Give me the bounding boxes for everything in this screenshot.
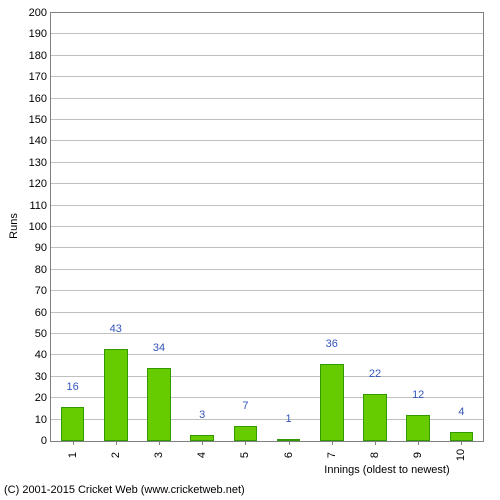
- gridline: [51, 247, 483, 248]
- bar-value-label: 43: [110, 323, 122, 335]
- chart-container: 0102030405060708090100110120130140150160…: [0, 0, 500, 500]
- x-tick-label: 2: [110, 452, 122, 458]
- y-tick-label: 90: [35, 242, 47, 254]
- y-tick-label: 170: [29, 71, 47, 83]
- gridline: [51, 205, 483, 206]
- bar-value-label: 7: [242, 400, 248, 412]
- bar: [61, 407, 85, 441]
- bar-value-label: 1: [286, 413, 292, 425]
- x-tick-label: 5: [239, 452, 251, 458]
- gridline: [51, 98, 483, 99]
- x-tick-label: 10: [455, 449, 467, 461]
- x-tick-mark: [245, 441, 246, 445]
- bar: [104, 349, 128, 441]
- x-tick-mark: [116, 441, 117, 445]
- y-tick-label: 180: [29, 50, 47, 62]
- bar: [147, 368, 171, 441]
- y-tick-label: 0: [41, 435, 47, 447]
- x-tick-label: 7: [326, 452, 338, 458]
- y-tick-label: 80: [35, 264, 47, 276]
- x-tick-label: 6: [283, 452, 295, 458]
- bar: [320, 364, 344, 441]
- y-tick-label: 10: [35, 414, 47, 426]
- x-tick-mark: [289, 441, 290, 445]
- y-tick-label: 110: [29, 200, 47, 212]
- y-tick-label: 140: [29, 135, 47, 147]
- gridline: [51, 140, 483, 141]
- x-tick-mark: [73, 441, 74, 445]
- bar-value-label: 34: [153, 342, 165, 354]
- x-tick-label: 3: [153, 452, 165, 458]
- bar: [406, 415, 430, 441]
- gridline: [51, 183, 483, 184]
- x-tick-mark: [159, 441, 160, 445]
- bar-value-label: 22: [369, 368, 381, 380]
- y-tick-label: 150: [29, 114, 47, 126]
- x-tick-mark: [418, 441, 419, 445]
- gridline: [51, 162, 483, 163]
- gridline: [51, 269, 483, 270]
- gridline: [51, 312, 483, 313]
- y-tick-label: 200: [29, 7, 47, 19]
- x-tick-mark: [332, 441, 333, 445]
- y-tick-label: 60: [35, 307, 47, 319]
- x-tick-label: 1: [67, 452, 79, 458]
- gridline: [51, 33, 483, 34]
- bar-value-label: 4: [458, 406, 464, 418]
- y-tick-label: 20: [35, 392, 47, 404]
- x-tick-label: 8: [369, 452, 381, 458]
- x-tick-label: 4: [196, 452, 208, 458]
- x-tick-mark: [202, 441, 203, 445]
- y-tick-label: 120: [29, 178, 47, 190]
- bar-value-label: 12: [412, 389, 424, 401]
- copyright-text: (C) 2001-2015 Cricket Web (www.cricketwe…: [4, 484, 245, 496]
- bar: [450, 432, 474, 441]
- y-tick-label: 190: [29, 28, 47, 40]
- bar: [234, 426, 258, 441]
- y-axis-label: Runs: [8, 213, 20, 239]
- gridline: [51, 55, 483, 56]
- y-tick-label: 50: [35, 328, 47, 340]
- x-axis-label: Innings (oldest to newest): [324, 464, 449, 476]
- gridline: [51, 76, 483, 77]
- y-tick-label: 130: [29, 157, 47, 169]
- bar-value-label: 16: [66, 381, 78, 393]
- x-tick-mark: [461, 441, 462, 445]
- gridline: [51, 290, 483, 291]
- bar-value-label: 3: [199, 409, 205, 421]
- plot-area: 0102030405060708090100110120130140150160…: [50, 12, 484, 442]
- x-tick-mark: [375, 441, 376, 445]
- y-tick-label: 70: [35, 285, 47, 297]
- y-tick-label: 30: [35, 371, 47, 383]
- y-tick-label: 100: [29, 221, 47, 233]
- bar-value-label: 36: [326, 338, 338, 350]
- gridline: [51, 119, 483, 120]
- y-tick-label: 40: [35, 349, 47, 361]
- x-tick-label: 9: [412, 452, 424, 458]
- bar: [363, 394, 387, 441]
- gridline: [51, 226, 483, 227]
- y-tick-label: 160: [29, 93, 47, 105]
